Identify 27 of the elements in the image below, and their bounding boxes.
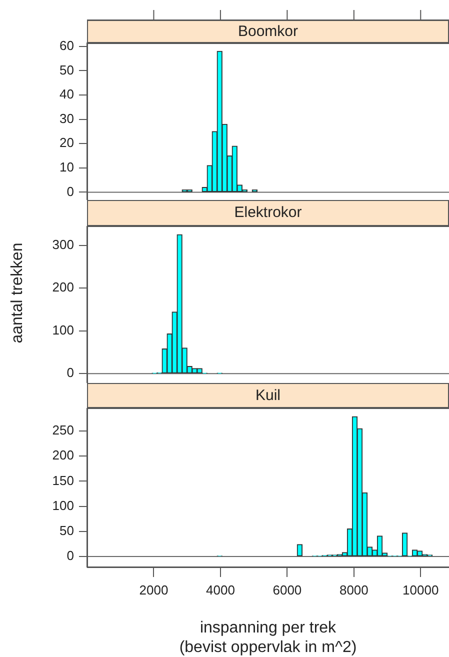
y-tick-label: 0 <box>66 184 74 199</box>
y-tick-label: 0 <box>66 548 74 564</box>
x-tick-label: 10000 <box>402 582 439 598</box>
y-tick-label: 30 <box>60 110 74 126</box>
x-axis-title: inspanning per trek (bevist oppervlak in m^2) <box>179 620 357 656</box>
y-tick-label: 200 <box>52 448 74 463</box>
y-tick-label: 100 <box>52 498 74 513</box>
chart-title: Boomkor <box>87 20 449 43</box>
y-tick-label: 20 <box>60 135 74 150</box>
x-tick-label: 2000 <box>139 582 168 598</box>
y-tick-label: 200 <box>52 280 74 295</box>
x-tick-label: 4000 <box>206 582 235 598</box>
y-tick-label: 250 <box>52 422 74 438</box>
y-tick-label: 50 <box>60 522 74 538</box>
chart-title: Kuil <box>87 383 449 408</box>
x-tick-label: 8000 <box>339 582 368 598</box>
y-tick-label: 50 <box>60 62 74 78</box>
y-tick-label: 10 <box>60 160 74 174</box>
y-tick-label: 150 <box>52 472 74 488</box>
y-tick-label: 100 <box>52 322 74 338</box>
y-tick-label: 300 <box>52 236 74 252</box>
y-tick-label: 40 <box>60 86 74 102</box>
y-tick-label: 60 <box>60 38 74 53</box>
y-axis-title: aantal trekken <box>9 242 27 343</box>
y-tick-label: 0 <box>66 365 74 380</box>
chart-title: Elektrokor <box>87 200 449 226</box>
x-tick-label: 6000 <box>272 582 302 598</box>
